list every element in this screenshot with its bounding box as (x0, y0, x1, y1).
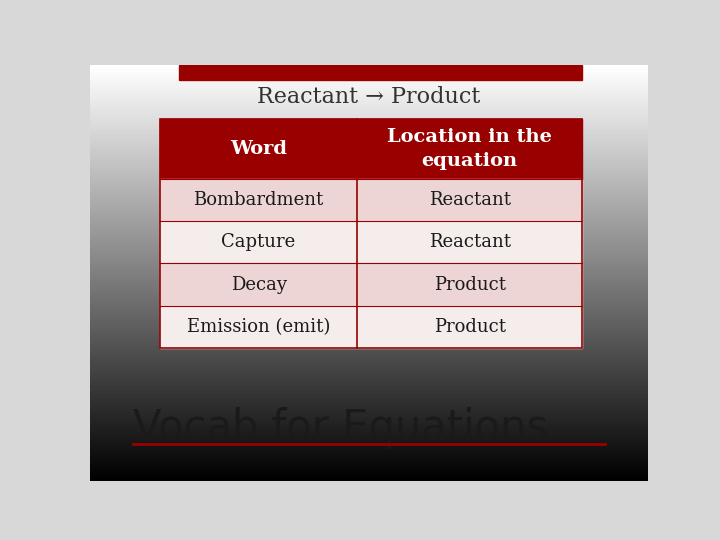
Bar (160, 306, 357, 348)
Bar (160, 119, 357, 179)
Bar (160, 179, 357, 221)
Text: Decay: Decay (230, 275, 287, 294)
Text: Product: Product (433, 275, 505, 294)
Text: Capture: Capture (222, 233, 296, 251)
Bar (357, 264, 582, 306)
Text: Reactant: Reactant (428, 191, 510, 209)
Bar (179, 65, 582, 80)
Text: Emission (emit): Emission (emit) (187, 318, 330, 336)
Text: Location in the
equation: Location in the equation (387, 128, 552, 170)
Text: Bombardment: Bombardment (194, 191, 324, 209)
Text: Word: Word (230, 140, 287, 158)
Bar (357, 179, 582, 221)
Text: Product: Product (433, 318, 505, 336)
Bar (357, 119, 582, 179)
Text: Vocab for Equations: Vocab for Equations (132, 407, 548, 449)
Bar (357, 306, 582, 348)
Bar (160, 119, 582, 348)
Text: Reactant: Reactant (428, 233, 510, 251)
Text: Reactant → Product: Reactant → Product (257, 86, 481, 108)
Bar (160, 264, 357, 306)
Bar (357, 221, 582, 264)
Bar (160, 221, 357, 264)
